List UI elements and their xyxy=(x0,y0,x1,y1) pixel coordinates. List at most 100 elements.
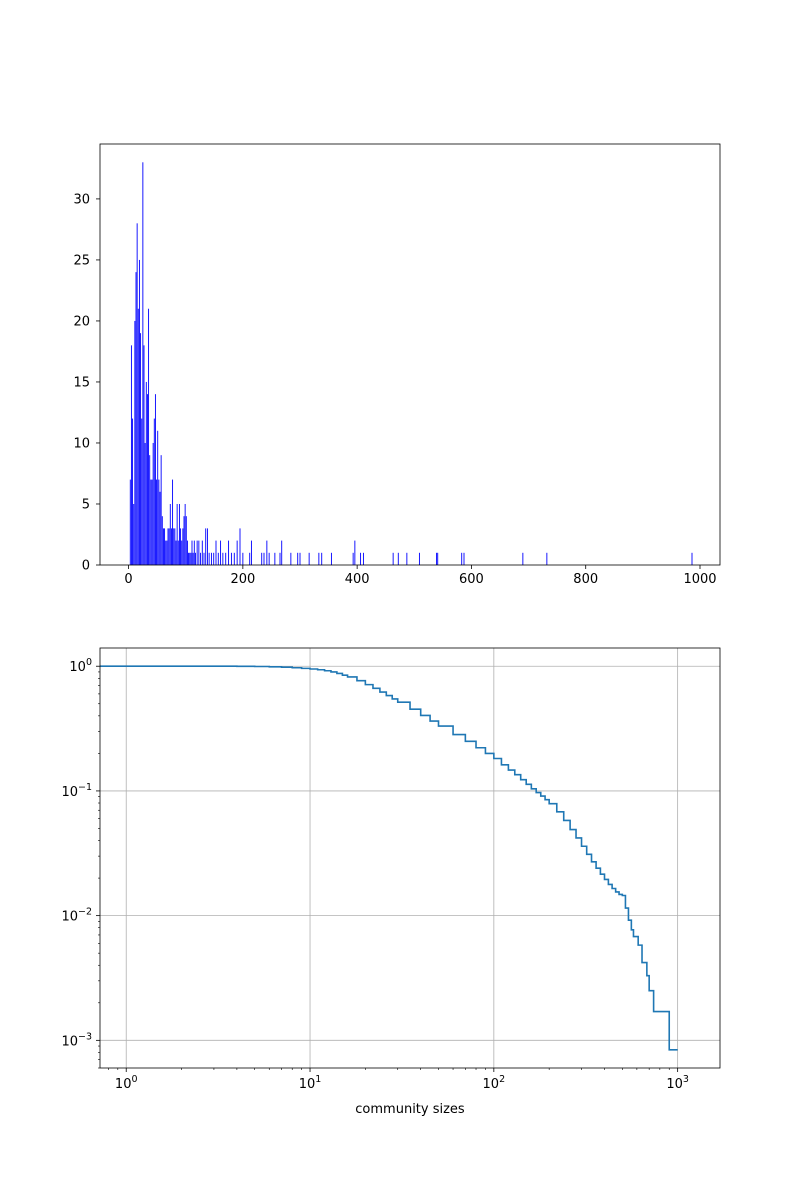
histogram-x-tick-label: 0 xyxy=(124,572,132,587)
histogram-y-tick-label: 0 xyxy=(82,559,90,574)
histogram-bar xyxy=(200,552,202,565)
histogram-bar xyxy=(137,308,139,565)
histogram-bar xyxy=(297,552,299,565)
histogram-bar xyxy=(146,394,148,565)
ccdf-y-tick-label: 10−2 xyxy=(61,907,92,925)
histogram-bar xyxy=(208,552,210,565)
histogram-bar xyxy=(274,552,276,565)
histogram-bar xyxy=(546,552,548,565)
histogram-bar xyxy=(192,552,194,565)
histogram-bar xyxy=(230,552,232,565)
histogram-bar xyxy=(167,528,169,565)
histogram-bar xyxy=(185,516,187,565)
histogram-bar xyxy=(236,540,238,565)
histogram-bar xyxy=(205,528,207,565)
histogram-bar xyxy=(194,552,196,565)
histogram-bar xyxy=(153,418,155,565)
histogram-bar xyxy=(321,552,323,565)
histogram-bar xyxy=(169,503,171,565)
histogram-bar xyxy=(436,552,438,565)
histogram-x-tick-label: 800 xyxy=(573,572,598,587)
histogram-bar xyxy=(151,479,153,565)
histogram-bar xyxy=(222,552,224,565)
histogram-bar xyxy=(166,540,168,565)
histogram-bar xyxy=(152,442,154,565)
histogram-bar xyxy=(437,552,439,565)
histogram-bar xyxy=(330,552,332,565)
histogram-bar xyxy=(148,308,150,565)
histogram-bar xyxy=(217,552,219,565)
histogram-bar xyxy=(140,333,142,565)
histogram-bar xyxy=(181,540,183,565)
histogram-bar xyxy=(156,479,158,565)
histogram-bar xyxy=(175,540,177,565)
histogram-bar xyxy=(213,552,215,565)
histogram-bar xyxy=(132,418,134,565)
histogram-bar xyxy=(149,455,151,565)
histogram-chart: 0 200 400 600 800 1000 0 5 10 15 20 25 30 xyxy=(73,143,721,587)
histogram-bar xyxy=(228,540,230,565)
histogram-bar xyxy=(143,345,145,565)
histogram-bar xyxy=(691,552,693,565)
histogram-bar xyxy=(183,516,185,565)
histogram-bar xyxy=(198,540,200,565)
histogram-bar xyxy=(406,552,408,565)
histogram-bar xyxy=(136,223,138,565)
histogram-bar xyxy=(157,430,159,565)
histogram-bar xyxy=(178,503,180,565)
histogram-bar xyxy=(161,516,163,565)
ccdf-x-tick-label: 100 xyxy=(115,1074,138,1092)
histogram-bar xyxy=(242,552,244,565)
histogram-x-tick-label: 200 xyxy=(230,572,255,587)
histogram-bar xyxy=(162,528,164,565)
histogram-bar xyxy=(397,552,399,565)
ccdf-x-tick-label: 102 xyxy=(483,1074,506,1092)
histogram-bar xyxy=(190,552,192,565)
histogram-y-tick-label: 15 xyxy=(73,375,90,390)
histogram-bar xyxy=(215,540,217,565)
histogram-bar xyxy=(360,552,362,565)
histogram-bar xyxy=(354,540,356,565)
ccdf-chart: 100 101 102 103 10−3 10−2 10−1 100 community siz… xyxy=(61,647,721,1117)
histogram-axes-frame xyxy=(99,143,721,566)
ccdf-x-tick-label: 101 xyxy=(299,1074,322,1092)
histogram-bar xyxy=(189,552,191,565)
histogram-bar xyxy=(138,259,140,565)
histogram-bar xyxy=(134,320,136,565)
histogram-bar xyxy=(174,528,176,565)
histogram-bar xyxy=(206,528,208,565)
histogram-bar xyxy=(188,552,190,565)
ccdf-y-tick-label: 10−1 xyxy=(61,782,92,800)
histogram-bars xyxy=(129,162,693,566)
histogram-bar xyxy=(172,479,174,565)
histogram-bar xyxy=(142,162,144,566)
histogram-bar xyxy=(352,552,354,565)
ccdf-y-tick-label: 100 xyxy=(69,657,92,675)
histogram-x-tick-label: 1000 xyxy=(683,572,716,587)
ccdf-series-line xyxy=(100,665,678,1051)
histogram-bar xyxy=(170,528,172,565)
histogram-bar xyxy=(279,552,281,565)
histogram-bar xyxy=(463,552,465,565)
histogram-bar xyxy=(318,552,320,565)
histogram-bar xyxy=(261,552,263,565)
histogram-bar xyxy=(392,552,394,565)
histogram-bar xyxy=(196,540,198,565)
histogram-bar xyxy=(182,528,184,565)
histogram-bar xyxy=(281,540,283,565)
histogram-x-tick-label: 400 xyxy=(345,572,370,587)
histogram-y-tick-label: 10 xyxy=(73,436,90,451)
histogram-bar xyxy=(145,381,147,565)
histogram-bar xyxy=(362,552,364,565)
histogram-bar xyxy=(160,455,162,565)
histogram-bar xyxy=(135,272,137,565)
histogram-bar xyxy=(290,552,292,565)
histogram-bar xyxy=(225,552,227,565)
ccdf-axes-frame xyxy=(99,647,721,1069)
ccdf-x-tick-label: 103 xyxy=(666,1074,689,1092)
histogram-bar xyxy=(186,540,188,565)
histogram-bar xyxy=(461,552,463,565)
histogram-y-tick-label: 20 xyxy=(73,314,90,329)
histogram-bar xyxy=(158,479,160,565)
